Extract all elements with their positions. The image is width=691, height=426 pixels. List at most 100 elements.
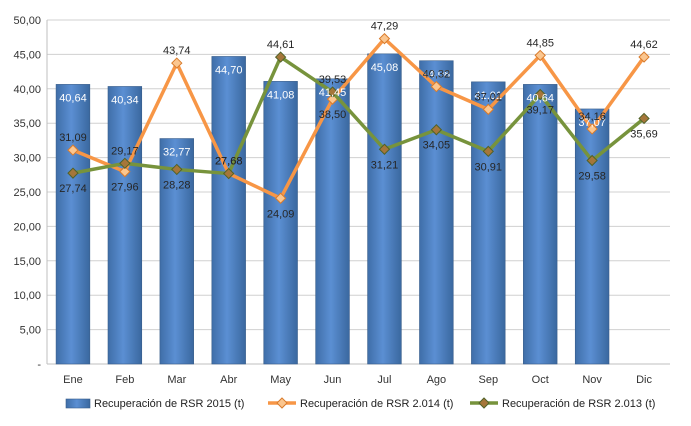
marker-2013 (274, 51, 287, 63)
y-axis: - 5,00 10,00 15,00 20,00 25,00 30,00 35,00 40,00… (13, 15, 48, 371)
marker-2013 (326, 86, 339, 98)
line-2014-value-label: 47,29 (371, 21, 399, 33)
marker-2014 (482, 103, 494, 116)
x-tick-label: Jun (324, 374, 342, 386)
marker-2013 (223, 167, 235, 180)
y-tick-label: 15,00 (13, 256, 41, 268)
bar-2015 (263, 81, 298, 365)
legend: Recuperación de RSR 2015 (t) Recuperación… (65, 397, 655, 410)
line-2014-value-label: 38,50 (319, 109, 347, 121)
line-2013-value-label: 31,21 (371, 159, 399, 171)
bar-value-label: 45,08 (371, 62, 399, 74)
line-2014-value-label: 44,62 (630, 39, 658, 51)
y-tick-label: 10,00 (13, 290, 41, 302)
bar-2015 (419, 60, 454, 365)
marker-2014 (119, 165, 131, 178)
bar-series (55, 53, 610, 365)
marker-2013 (430, 124, 443, 136)
bar-value-label: 40,64 (59, 92, 87, 104)
line-2013-value-label: 39,53 (319, 74, 347, 86)
marker-2014 (378, 32, 391, 45)
y-tick-label: 20,00 (13, 221, 41, 233)
x-tick-label: Ago (427, 374, 447, 386)
line-series (67, 32, 650, 204)
marker-2013 (638, 112, 650, 125)
line-2013-value-label: 28,28 (163, 179, 191, 191)
legend-label: Recuperación de RSR 2.014 (t) (300, 398, 453, 410)
line-2014-value-label: 31,09 (59, 132, 87, 144)
legend-label: Recuperación de RSR 2.013 (t) (502, 398, 655, 410)
marker-2014 (534, 49, 546, 62)
line-2013-value-label: 34,05 (423, 140, 451, 152)
line-2014-value-label: 27,68 (215, 156, 243, 168)
x-tick-label: Jul (377, 374, 391, 386)
x-tick-label: May (270, 374, 291, 386)
marker-2013 (586, 154, 598, 167)
bar-2015 (159, 138, 194, 365)
marker-2014 (274, 192, 287, 204)
line-2013-value-label: 39,17 (526, 105, 554, 117)
line-2013-value-label: 29,58 (578, 170, 606, 182)
x-tick-label: Abr (220, 374, 237, 386)
data-labels: 40,64 40,34 32,77 44,70 41,08 41,45 45,08 44,08… (59, 21, 658, 221)
line-2014-value-label: 43,74 (163, 45, 191, 57)
y-tick-label: 5,00 (20, 325, 41, 337)
line-2014-value-label: 40,32 (423, 69, 451, 81)
legend-marker (478, 397, 490, 409)
y-tick-label: - (37, 359, 41, 371)
bar-2015 (315, 78, 350, 365)
line-2013-value-label: 30,91 (475, 161, 503, 173)
y-tick-label: 25,00 (13, 187, 41, 199)
bar-value-label: 44,70 (215, 64, 243, 76)
y-tick-label: 40,00 (13, 84, 41, 96)
legend-marker (276, 397, 288, 409)
x-tick-label: Sep (479, 374, 499, 386)
bar-value-label: 44,08 (423, 69, 451, 81)
line-2013 (72, 55, 646, 176)
marker-2013 (482, 145, 494, 158)
bar-2015 (367, 53, 402, 365)
marker-2014 (638, 51, 650, 63)
x-tick-label: Mar (167, 374, 186, 386)
bar-value-label: 40,34 (111, 94, 139, 106)
bar-value-label: 37,07 (578, 117, 606, 129)
x-tick-label: Nov (582, 374, 602, 386)
line-2013-value-label: 35,69 (630, 128, 658, 140)
x-tick-label: Dic (636, 374, 652, 386)
line-2014-value-label: 24,09 (267, 208, 295, 220)
line-2014 (72, 36, 646, 201)
bar-2015 (211, 56, 246, 365)
bar-2015 (107, 86, 143, 365)
x-tick-label: Ene (63, 374, 83, 386)
bar-value-label: 41,08 (267, 89, 295, 101)
bar-value-label: 41,45 (319, 87, 347, 99)
x-axis: Ene Feb Mar Abr May Jun Jul Ago Sep Oct Nov Dic (47, 363, 670, 386)
bar-value-label: 40,64 (526, 92, 554, 104)
line-2013-value-label: 44,61 (267, 39, 295, 51)
x-tick-label: Oct (532, 374, 549, 386)
legend-label: Recuperación de RSR 2015 (t) (94, 398, 244, 410)
line-2013-value-label: 27,68 (215, 156, 243, 168)
line-2014-value-label: 34,16 (578, 111, 606, 123)
y-tick-label: 45,00 (13, 49, 41, 61)
marker-2013 (534, 88, 546, 101)
marker-2014 (171, 57, 183, 69)
line-2014-value-label: 37,01 (475, 91, 503, 103)
bar-2015 (471, 81, 506, 365)
y-tick-label: 50,00 (13, 15, 41, 27)
line-2013-value-label: 27,74 (59, 183, 87, 195)
y-tick-label: 30,00 (13, 153, 41, 165)
marker-2014 (430, 80, 443, 93)
bar-value-label: 41,01 (475, 90, 503, 102)
marker-2013 (378, 143, 391, 155)
bar-2015 (523, 84, 558, 365)
marker-2013 (67, 167, 79, 179)
legend-swatch-2015 (65, 398, 91, 409)
marker-2014 (67, 144, 79, 156)
line-2013-value-label: 29,17 (111, 145, 139, 157)
gridlines (47, 19, 670, 365)
y-tick-label: 35,00 (13, 118, 41, 130)
bar-value-label: 32,77 (163, 147, 191, 159)
bar-2015 (55, 84, 91, 365)
line-2014-value-label: 44,85 (526, 37, 554, 49)
